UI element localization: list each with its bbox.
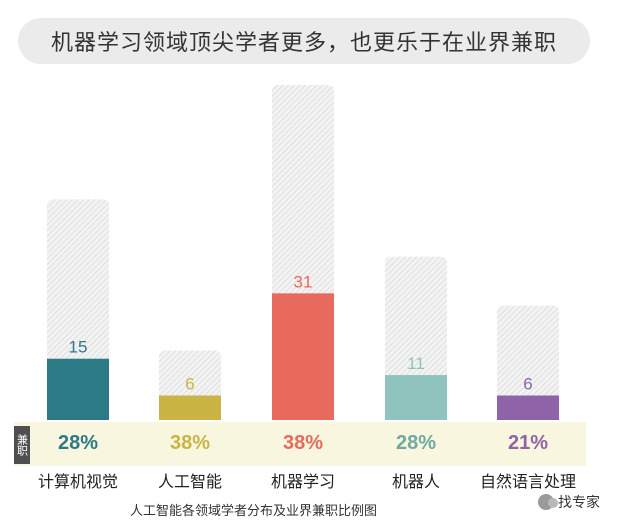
chart-title: 机器学习领域顶尖学者更多，也更乐于在业界兼职: [18, 18, 590, 64]
ratio-label-4: 28%: [395, 432, 437, 454]
ratio-label-5: 21%: [507, 432, 549, 454]
value-bar-4: [385, 375, 447, 420]
figure-caption: 人工智能各领域学者分布及业界兼职比例图: [130, 504, 378, 519]
ratio-label-2: 38%: [169, 432, 211, 454]
value-bar-5: [497, 395, 559, 420]
ratio-label-1: 28%: [57, 432, 99, 454]
ratio-band: [14, 422, 586, 466]
category-label-5: 自然语言处理: [479, 472, 576, 491]
category-label-2: 人工智能: [157, 472, 222, 491]
value-label-4: 11: [407, 354, 425, 373]
category-label-1: 计算机视觉: [37, 472, 118, 491]
value-bar-3: [272, 293, 334, 420]
value-bar-2: [159, 395, 221, 420]
value-bar-1: [47, 358, 109, 420]
category-label-3: 机器学习: [270, 472, 335, 491]
value-label-3: 31: [294, 272, 313, 291]
category-label-4: 机器人: [391, 472, 440, 491]
total-bar-5: [497, 305, 559, 420]
part-time-tag: 兼职: [14, 426, 30, 464]
value-label-1: 15: [69, 338, 88, 357]
value-label-5: 6: [523, 374, 532, 393]
brand-name: 找专家: [558, 495, 600, 511]
chat-bubble-icon: [538, 494, 558, 510]
value-label-2: 6: [185, 374, 194, 393]
ratio-label-3: 38%: [282, 432, 324, 454]
brand-logo: 找专家: [538, 492, 600, 512]
